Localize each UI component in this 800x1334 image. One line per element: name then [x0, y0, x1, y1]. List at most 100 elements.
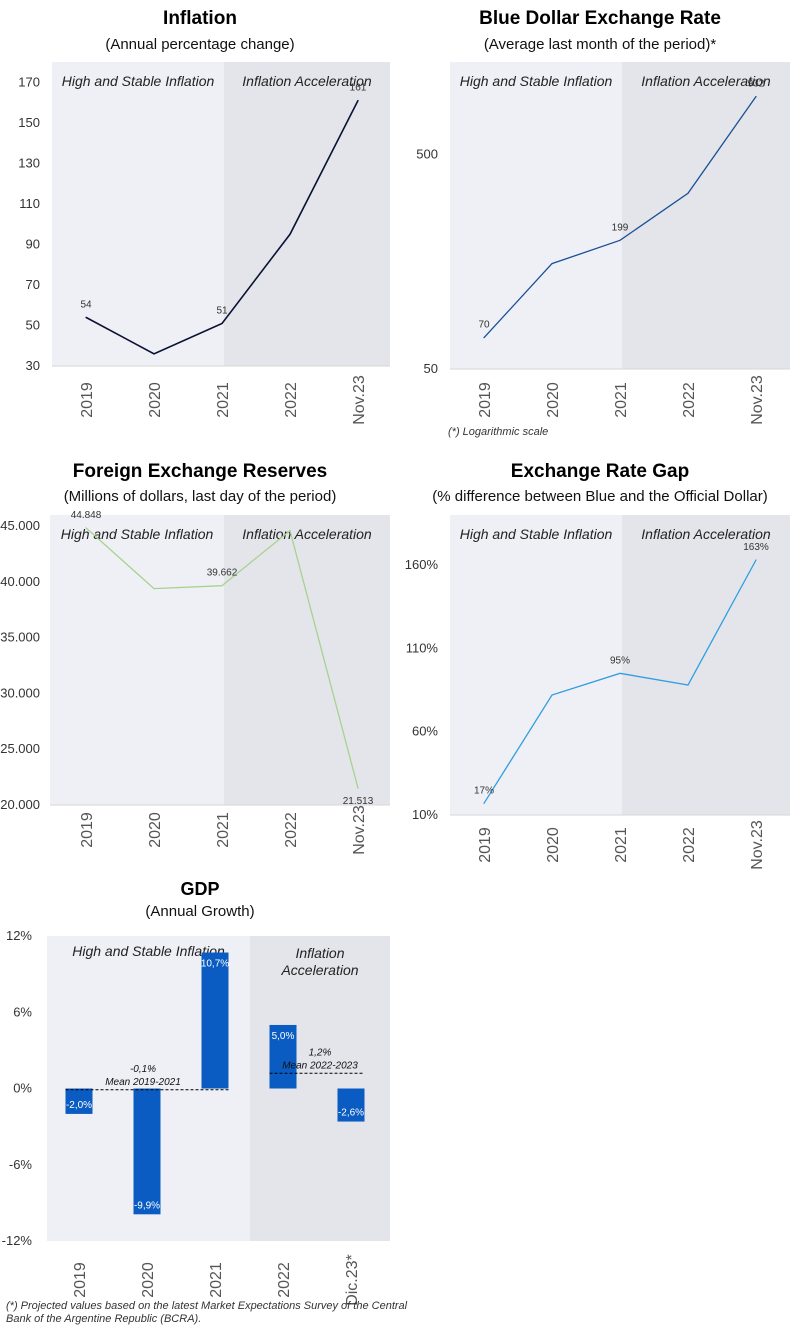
region-stable-label: High and Stable Inflation	[72, 943, 225, 959]
y-tick-label: 110	[19, 196, 40, 211]
data-label: 21.513	[343, 796, 374, 807]
data-point	[755, 559, 757, 561]
region-acceleration-label: Inflation Acceleration	[242, 73, 372, 89]
reserves-chart-svg: High and Stable Inflation Inflation Accel…	[0, 510, 390, 855]
y-tick-label: -6%	[9, 1157, 33, 1172]
data-label: 199	[612, 222, 629, 233]
blue-dollar-chart-svg: High and Stable Inflation Inflation Accel…	[416, 62, 790, 425]
x-tick-label: Nov.23	[351, 375, 368, 425]
data-point	[289, 233, 291, 235]
y-tick-label: 90	[26, 236, 40, 251]
region-acceleration-bg	[622, 515, 790, 815]
x-tick-label: 2021	[215, 812, 232, 848]
x-tick-label: 2022	[283, 382, 300, 418]
inflation-chart-panel: Inflation (Annual percentage change) Hig…	[0, 0, 400, 445]
region-stable-bg	[52, 62, 224, 366]
x-tick-label: 2019	[79, 382, 96, 418]
y-tick-label: 35.000	[0, 630, 40, 645]
y-tick-label: 30.000	[0, 685, 40, 700]
mean-2022-2023-value: 1,2%	[309, 1047, 332, 1058]
data-point	[619, 239, 621, 241]
data-label: 44.848	[71, 510, 102, 521]
region-stable-bg	[450, 515, 622, 815]
data-label: 161	[350, 83, 367, 94]
bar-label: 10,7%	[201, 959, 229, 970]
reserves-chart-title: Foreign Exchange Reserves	[72, 461, 328, 482]
x-tick-label: Nov.23	[749, 820, 766, 870]
mean-2019-2021-label: Mean 2019-2021	[105, 1077, 181, 1088]
y-tick-label: 150	[18, 115, 40, 130]
gdp-projection-note: (*) Projected values based on the latest…	[6, 1300, 408, 1325]
bar	[269, 1024, 297, 1089]
x-tick-label: Nov.23	[749, 375, 766, 425]
y-tick-label: 50	[424, 361, 438, 376]
region-acceleration-bg	[622, 62, 790, 369]
x-tick-label: 2021	[613, 827, 630, 863]
bar	[337, 1088, 365, 1122]
bar	[201, 952, 229, 1089]
mean-2019-2021-value: -0,1%	[130, 1064, 156, 1075]
gdp-chart-panel: GDP (Annual Growth) High and Stable Infl…	[0, 870, 400, 1334]
bar-label: 5,0%	[272, 1031, 295, 1042]
y-tick-label: 25.000	[0, 741, 40, 756]
data-point	[357, 787, 359, 789]
y-tick-label: 6%	[13, 1004, 32, 1019]
region-stable-label: High and Stable Inflation	[61, 526, 214, 542]
y-tick-label: 40.000	[0, 574, 40, 589]
x-tick-label: 2020	[545, 827, 562, 863]
data-point	[755, 95, 757, 98]
x-tick-label: 2020	[545, 382, 562, 418]
data-point	[619, 672, 621, 674]
y-tick-label: 30	[26, 358, 40, 373]
data-label: 70	[478, 320, 490, 331]
x-tick-label: 2020	[147, 812, 164, 848]
gap-chart-svg: High and Stable Inflation Inflation Accel…	[405, 515, 790, 870]
region-acceleration-label: Inflation Acceleration	[242, 526, 372, 542]
y-tick-label: 500	[416, 147, 438, 162]
x-tick-label: 2019	[477, 382, 494, 418]
y-tick-label: 110%	[406, 640, 439, 655]
mean-2022-2023-label: Mean 2022-2023	[282, 1060, 358, 1071]
x-tick-label: 2020	[147, 382, 164, 418]
data-label: 51	[216, 305, 228, 316]
region-acceleration-label: Inflation Acceleration	[641, 73, 771, 89]
data-point	[483, 337, 485, 339]
data-point	[153, 353, 155, 355]
x-tick-label: 2019	[477, 827, 494, 863]
region-stable-bg	[50, 515, 224, 805]
y-tick-label: 60%	[412, 724, 438, 739]
region-stable-label: High and Stable Inflation	[460, 526, 613, 542]
data-point	[221, 585, 223, 587]
data-label: 95%	[610, 655, 630, 666]
data-label: 54	[80, 299, 92, 310]
y-tick-label: 0%	[13, 1081, 32, 1096]
y-tick-label: 12%	[6, 928, 32, 943]
blue-dollar-chart-subtitle: (Average last month of the period)*	[483, 36, 717, 53]
data-point	[289, 530, 291, 532]
x-tick-label: 2022	[283, 812, 300, 848]
gap-chart-panel: Exchange Rate Gap (% difference between …	[400, 452, 800, 872]
reserves-chart-subtitle: (Millions of dollars, last day of the pe…	[63, 488, 337, 505]
data-point	[85, 527, 87, 529]
region-acceleration-bg	[224, 62, 390, 366]
y-tick-label: 45.000	[0, 518, 40, 533]
blue-dollar-log-note: (*) Logarithmic scale	[448, 426, 549, 438]
x-tick-label: 2021	[208, 1262, 225, 1298]
x-tick-label: 2020	[140, 1262, 157, 1298]
gdp-chart-subtitle: (Annual Growth)	[145, 903, 255, 920]
region-stable-label: High and Stable Inflation	[62, 73, 215, 89]
y-tick-label: 70	[26, 277, 40, 292]
bar-label: -2,6%	[338, 1108, 364, 1119]
data-point	[85, 316, 87, 318]
data-label: 17%	[474, 785, 494, 796]
x-tick-label: 2019	[79, 812, 96, 848]
bar-label: -9,9%	[134, 1200, 160, 1211]
y-tick-label: -12%	[2, 1233, 33, 1248]
region-acceleration-label: Inflation Acceleration	[641, 526, 771, 542]
data-point	[687, 192, 689, 194]
x-tick-label: 2022	[276, 1262, 293, 1298]
gap-chart-title: Exchange Rate Gap	[510, 461, 690, 482]
bar	[133, 1088, 161, 1215]
bar	[65, 1088, 93, 1114]
x-tick-label: 2021	[613, 382, 630, 418]
